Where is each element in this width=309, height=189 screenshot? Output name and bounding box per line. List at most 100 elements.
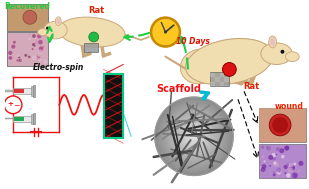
Bar [31, 86, 34, 96]
Circle shape [20, 60, 21, 61]
Bar [210, 72, 229, 86]
Circle shape [35, 40, 37, 43]
Bar [33, 113, 35, 125]
Ellipse shape [186, 39, 273, 85]
Circle shape [34, 45, 36, 47]
Circle shape [38, 40, 43, 44]
Circle shape [284, 165, 288, 169]
Circle shape [23, 10, 37, 24]
Circle shape [161, 103, 227, 170]
Circle shape [262, 156, 265, 158]
Circle shape [284, 146, 289, 151]
Circle shape [38, 58, 42, 62]
Bar [14, 89, 24, 93]
Circle shape [16, 59, 19, 62]
Text: 10 Days: 10 Days [176, 37, 210, 46]
Circle shape [24, 54, 27, 57]
Bar [104, 74, 123, 138]
Circle shape [39, 49, 43, 53]
Circle shape [298, 170, 300, 172]
Bar [31, 114, 34, 123]
Circle shape [167, 109, 222, 164]
Circle shape [32, 56, 36, 60]
Circle shape [152, 18, 179, 46]
Bar [219, 73, 224, 77]
Circle shape [35, 57, 36, 58]
Circle shape [180, 122, 208, 150]
Circle shape [37, 57, 41, 60]
Circle shape [292, 173, 298, 178]
Ellipse shape [180, 49, 219, 84]
Circle shape [37, 56, 38, 57]
Circle shape [172, 115, 216, 158]
Circle shape [263, 160, 265, 163]
Circle shape [43, 59, 48, 64]
Circle shape [28, 56, 31, 58]
Circle shape [46, 27, 49, 30]
Ellipse shape [261, 43, 292, 64]
Circle shape [159, 101, 229, 172]
Circle shape [281, 155, 285, 158]
Bar [259, 144, 306, 178]
Text: Electro-spin: Electro-spin [33, 63, 84, 72]
Circle shape [281, 50, 284, 54]
Ellipse shape [38, 29, 48, 36]
Text: Rat: Rat [243, 82, 259, 91]
Circle shape [272, 117, 288, 133]
Circle shape [37, 41, 39, 43]
Ellipse shape [58, 17, 125, 47]
Circle shape [164, 107, 223, 166]
Bar [7, 32, 49, 67]
Circle shape [290, 163, 294, 167]
Circle shape [4, 96, 22, 114]
Circle shape [17, 55, 20, 57]
Circle shape [269, 114, 291, 136]
Ellipse shape [56, 18, 60, 24]
Circle shape [273, 174, 276, 176]
Circle shape [290, 165, 295, 170]
Circle shape [28, 34, 30, 36]
Circle shape [271, 153, 276, 157]
Text: +: + [8, 101, 14, 107]
Circle shape [43, 46, 44, 48]
Circle shape [40, 48, 41, 50]
Circle shape [37, 34, 41, 38]
Circle shape [279, 148, 284, 153]
Circle shape [184, 126, 204, 146]
Bar [84, 43, 98, 52]
Circle shape [269, 165, 271, 167]
Ellipse shape [269, 36, 277, 48]
Circle shape [285, 146, 289, 150]
Circle shape [276, 163, 279, 166]
Ellipse shape [44, 21, 67, 39]
Circle shape [9, 56, 12, 60]
Bar [5, 90, 13, 92]
Circle shape [288, 167, 293, 173]
Circle shape [260, 167, 266, 172]
Circle shape [277, 170, 281, 175]
Circle shape [284, 172, 286, 174]
Circle shape [293, 163, 296, 165]
Bar [13, 88, 33, 94]
Circle shape [186, 128, 202, 144]
Circle shape [8, 51, 12, 55]
Bar [224, 77, 229, 82]
Circle shape [32, 43, 36, 46]
Bar [219, 82, 224, 86]
Ellipse shape [270, 37, 275, 46]
Bar [259, 144, 306, 178]
Text: Rat: Rat [88, 6, 105, 15]
Circle shape [273, 171, 275, 174]
Text: wound: wound [275, 102, 304, 111]
Bar [215, 77, 219, 82]
Circle shape [178, 121, 210, 152]
Circle shape [9, 60, 10, 61]
Bar [259, 108, 306, 142]
Bar [7, 32, 49, 67]
Circle shape [28, 38, 31, 40]
Circle shape [266, 146, 268, 148]
Bar [210, 82, 215, 86]
Circle shape [275, 154, 277, 156]
Circle shape [163, 105, 226, 168]
Bar [13, 116, 33, 122]
